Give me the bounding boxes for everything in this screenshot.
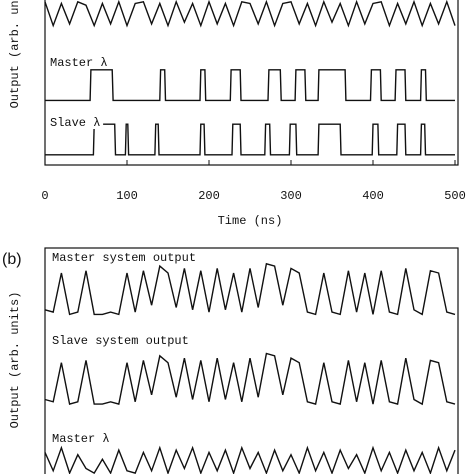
trace <box>44 445 456 474</box>
x-axis-label: Time (ns) <box>218 214 283 228</box>
plot-frame <box>44 247 459 474</box>
panel-label: (b) <box>2 251 22 268</box>
trace-label: Master system output <box>52 251 196 265</box>
plot-frame <box>44 0 459 166</box>
trace <box>44 352 456 406</box>
x-tick-label: 300 <box>280 189 302 203</box>
label-bg <box>50 332 193 347</box>
x-tick-label: 0 <box>41 189 48 203</box>
y-axis-label: Output (arb. units) <box>8 0 22 108</box>
label-bg <box>48 114 104 129</box>
trace-label: Master λ <box>52 432 110 446</box>
label-bg <box>50 249 200 264</box>
x-tick-label: 500 <box>444 189 466 203</box>
label-bg <box>48 54 111 69</box>
trace-label: Master λ <box>50 56 108 70</box>
x-tick-label: 200 <box>198 189 220 203</box>
trace-label: Slave system output <box>52 334 189 348</box>
trace <box>44 262 456 316</box>
trace-label: Slave λ <box>50 116 100 130</box>
x-tick-label: 400 <box>362 189 384 203</box>
trace <box>45 123 455 156</box>
trace <box>45 69 455 102</box>
label-bg <box>50 430 113 445</box>
x-tick-label: 100 <box>116 189 138 203</box>
trace <box>44 0 456 28</box>
y-axis-label: Output (arb. units) <box>8 292 22 429</box>
